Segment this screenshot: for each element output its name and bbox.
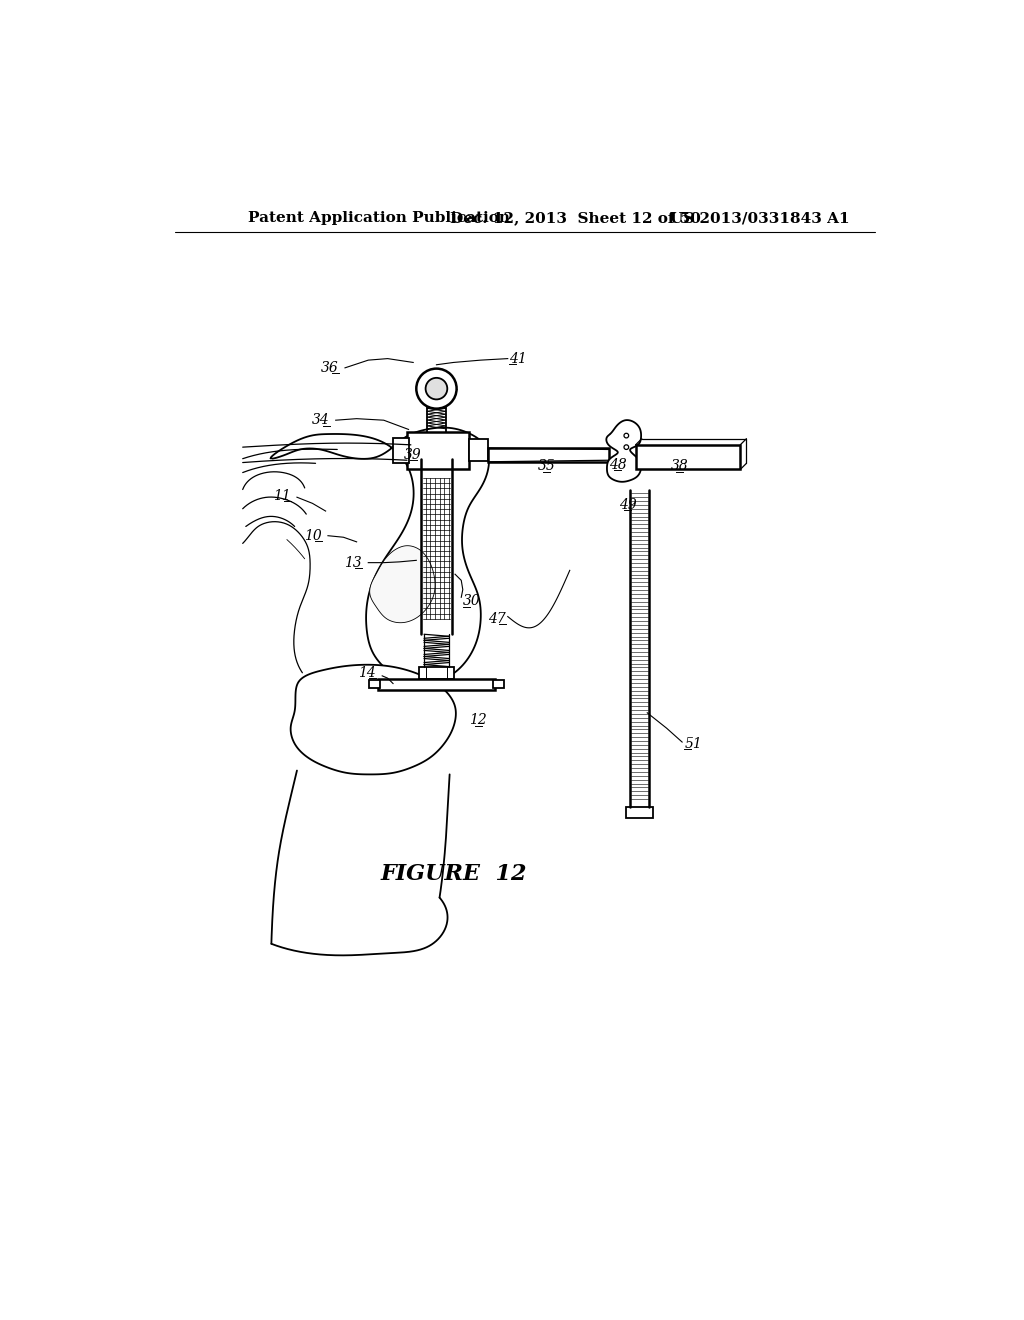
Text: 41: 41	[509, 351, 527, 366]
Text: 49: 49	[618, 498, 637, 512]
Polygon shape	[270, 428, 489, 684]
Polygon shape	[291, 665, 456, 775]
Text: 36: 36	[322, 360, 339, 375]
Text: 30: 30	[463, 594, 480, 609]
Text: 47: 47	[488, 612, 506, 626]
Circle shape	[624, 433, 629, 438]
Bar	[393, 438, 409, 462]
Bar	[378, 678, 495, 689]
Text: Patent Application Publication: Patent Application Publication	[248, 211, 510, 226]
Circle shape	[417, 368, 457, 409]
Text: 35: 35	[538, 459, 555, 474]
Polygon shape	[606, 420, 641, 482]
Text: US 2013/0331843 A1: US 2013/0331843 A1	[671, 211, 850, 226]
Bar	[407, 432, 469, 469]
Circle shape	[426, 378, 447, 400]
Text: 39: 39	[404, 447, 422, 462]
Text: Dec. 12, 2013  Sheet 12 of 50: Dec. 12, 2013 Sheet 12 of 50	[450, 211, 700, 226]
Text: 13: 13	[344, 556, 362, 570]
Text: FIGURE  12: FIGURE 12	[380, 863, 526, 886]
Bar	[420, 667, 454, 678]
Text: 12: 12	[469, 714, 487, 727]
Text: 10: 10	[304, 529, 322, 543]
Text: 11: 11	[273, 488, 291, 503]
Text: 48: 48	[609, 458, 627, 471]
Text: 38: 38	[671, 459, 689, 474]
Text: 14: 14	[358, 665, 376, 680]
Circle shape	[624, 445, 629, 449]
Bar	[469, 440, 488, 461]
Text: 34: 34	[311, 413, 330, 428]
Bar	[636, 445, 740, 470]
Polygon shape	[370, 545, 435, 623]
Bar	[369, 681, 380, 688]
Bar	[493, 681, 504, 688]
Bar	[627, 807, 652, 817]
Bar	[424, 395, 449, 403]
Bar	[488, 447, 608, 462]
Text: 51: 51	[684, 737, 702, 751]
